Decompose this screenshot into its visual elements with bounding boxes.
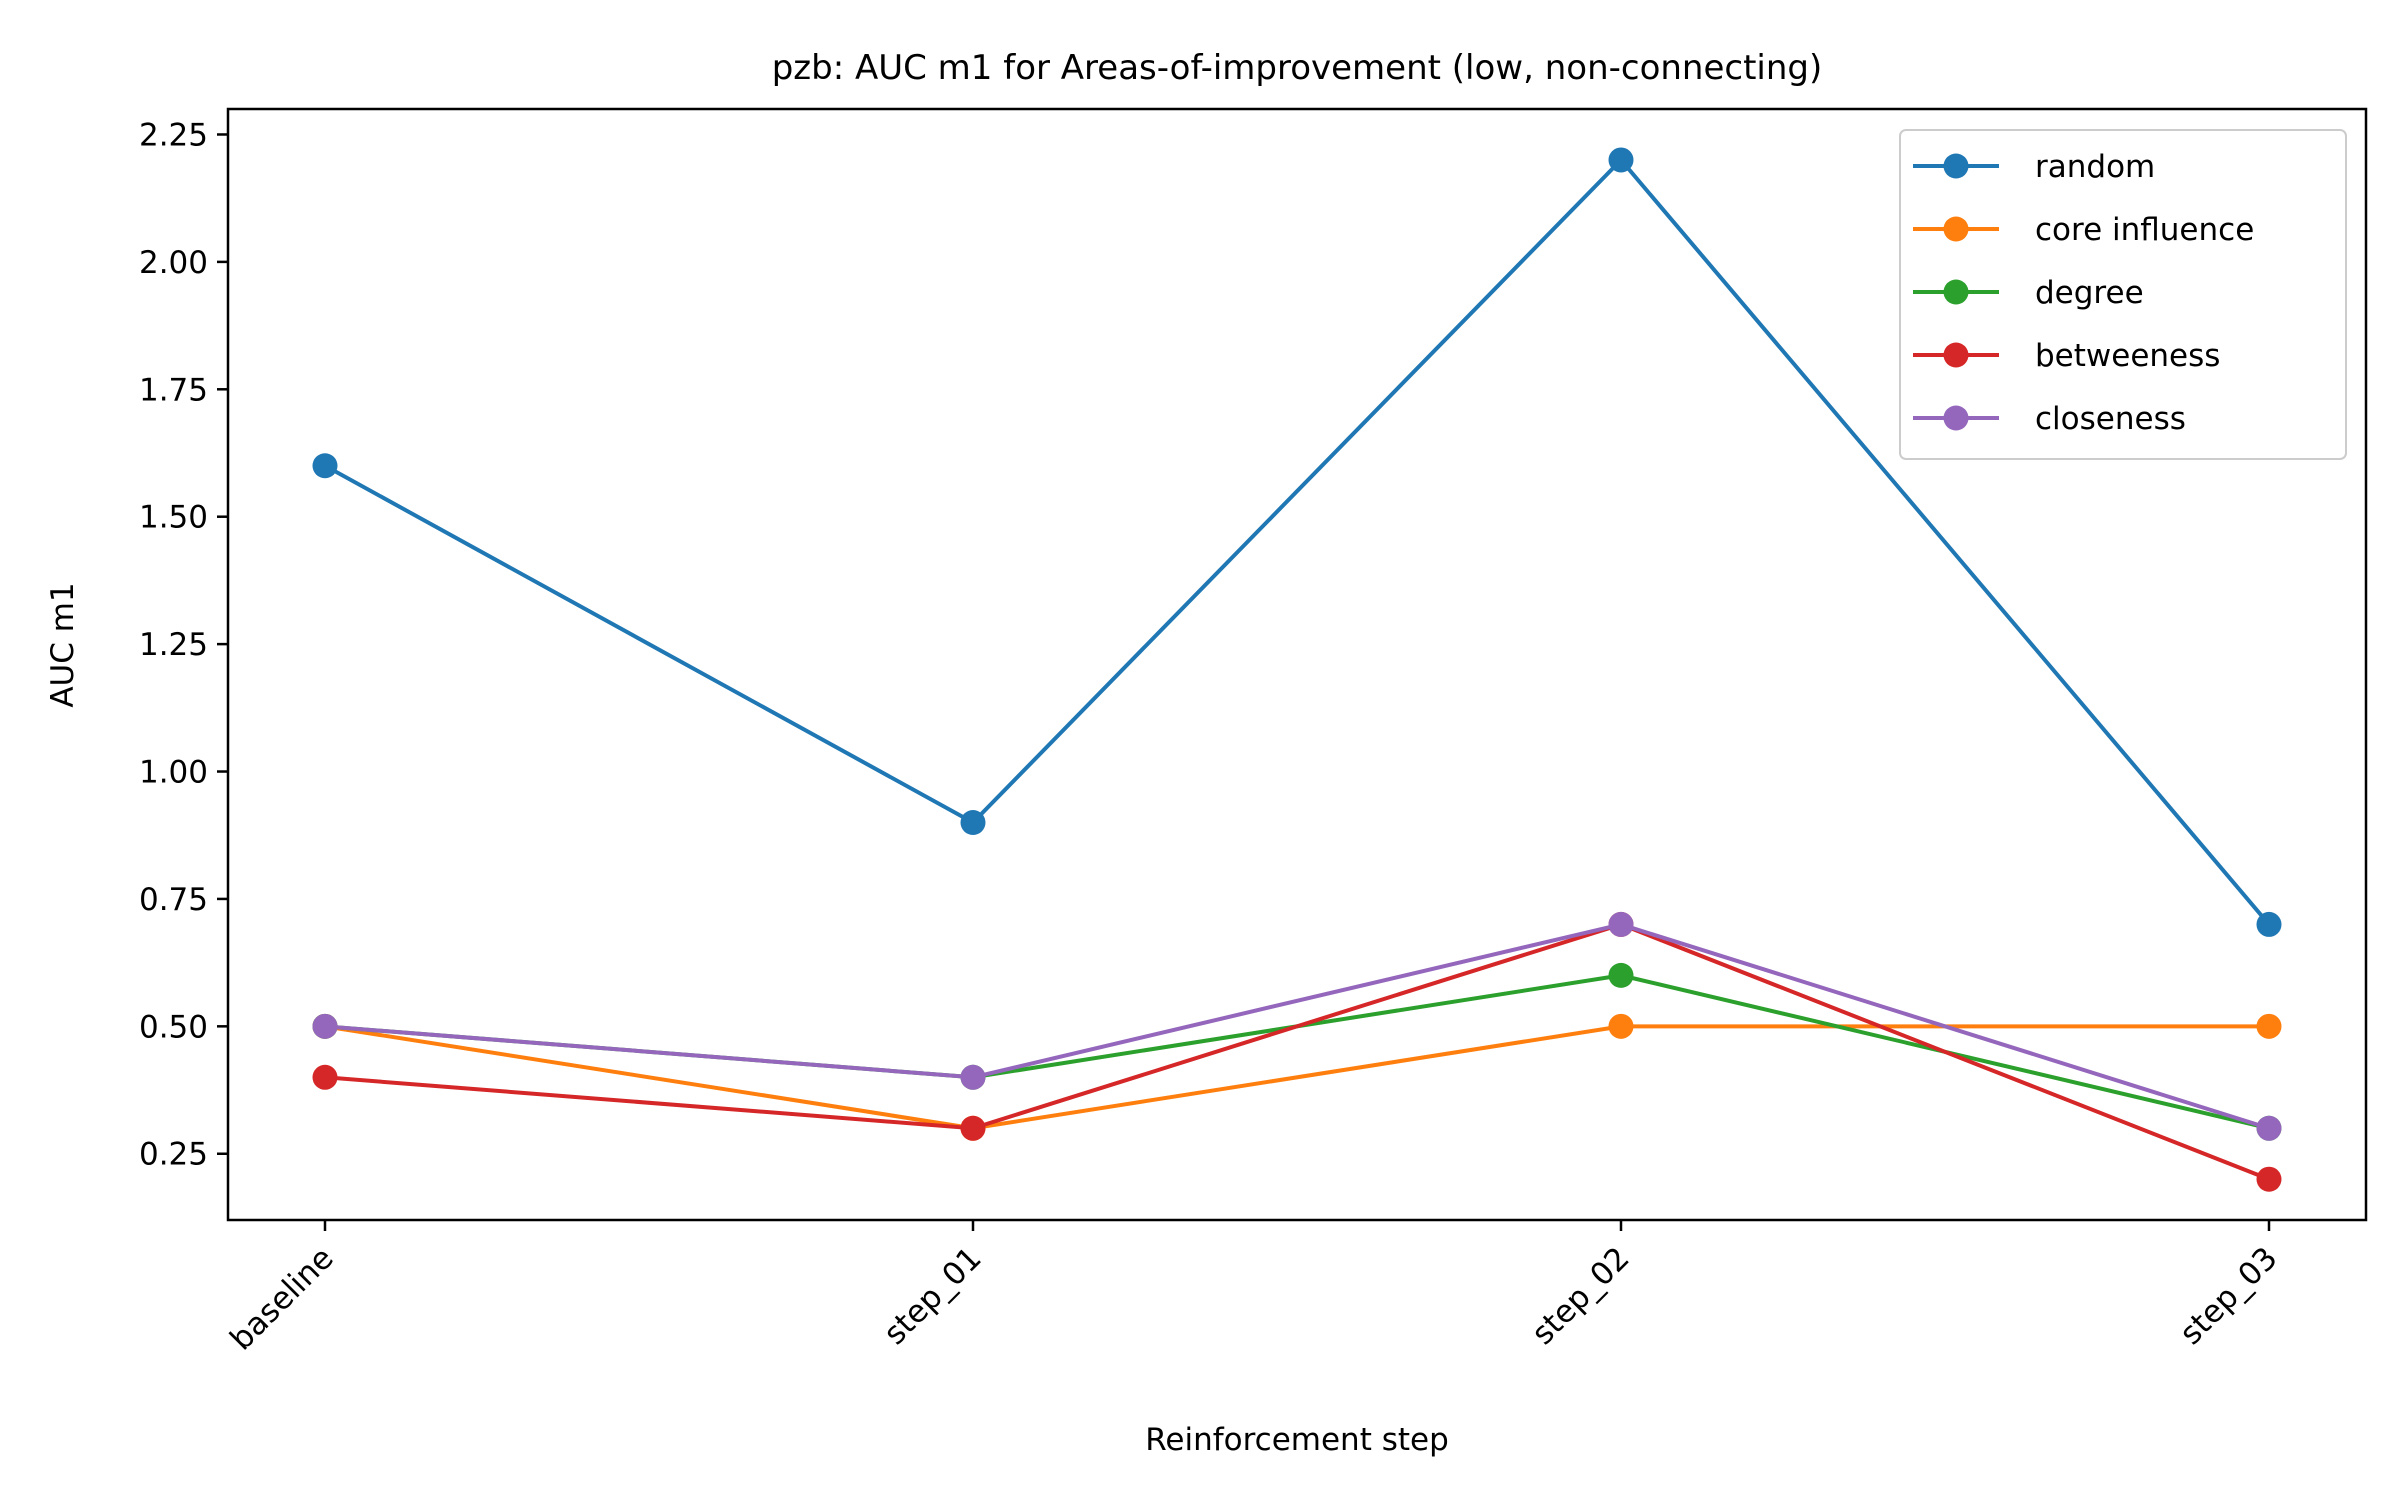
y-tick-label: 1.50	[139, 500, 208, 536]
data-point	[960, 1064, 986, 1090]
data-point	[2256, 911, 2282, 937]
legend-label: closeness	[2035, 401, 2186, 437]
series-line-0	[324, 157, 2271, 926]
axes-frame	[226, 107, 2368, 1222]
x-tick-label: step_03	[2173, 1240, 2285, 1352]
y-axis-label: AUC m1	[45, 582, 81, 707]
data-point	[312, 453, 338, 479]
legend-marker	[1943, 216, 1969, 242]
legend-marker	[1943, 153, 1969, 179]
data-point	[312, 1013, 338, 1039]
data-point	[312, 1064, 338, 1090]
y-tick-label: 0.75	[139, 882, 208, 918]
data-point	[1608, 962, 1634, 988]
legend-label: core influence	[2035, 212, 2254, 248]
y-tick-label: 0.50	[139, 1009, 208, 1045]
data-point	[2256, 1166, 2282, 1192]
x-tick-label: step_01	[877, 1240, 989, 1352]
legend: random core influence degree betweeness clos…	[1899, 129, 2347, 460]
y-tick-label: 0.25	[139, 1137, 208, 1173]
series-line-3	[324, 922, 2270, 1182]
legend-marker	[1943, 279, 1969, 305]
data-point	[1608, 147, 1634, 173]
series-line-1	[324, 1024, 2269, 1131]
series-line-4	[324, 922, 2270, 1131]
legend-marker	[1943, 405, 1969, 431]
x-axis-label: Reinforcement step	[1145, 1422, 1449, 1458]
y-tick-label: 1.25	[139, 627, 208, 663]
y-tick-label: 1.00	[139, 755, 208, 791]
data-point	[2256, 1115, 2282, 1141]
chart-title: pzb: AUC m1 for Areas-of-improvement (lo…	[772, 48, 1823, 88]
x-tick-label: step_02	[1525, 1240, 1637, 1352]
legend-box	[1899, 129, 2347, 460]
legend-marker	[1943, 342, 1969, 368]
series-line-2	[324, 973, 2270, 1131]
legend-label: degree	[2035, 275, 2144, 311]
x-tick-label: baseline	[223, 1240, 340, 1357]
y-tick-label: 2.00	[139, 245, 208, 281]
y-tick-label: 1.75	[139, 372, 208, 408]
y-tick-label: 2.25	[139, 117, 208, 153]
data-point	[2256, 1013, 2282, 1039]
legend-label: betweeness	[2035, 338, 2220, 374]
data-point	[960, 809, 986, 835]
legend-label: random	[2035, 149, 2155, 185]
data-point	[960, 1115, 986, 1141]
data-point	[1608, 911, 1634, 937]
data-point	[1608, 1013, 1634, 1039]
